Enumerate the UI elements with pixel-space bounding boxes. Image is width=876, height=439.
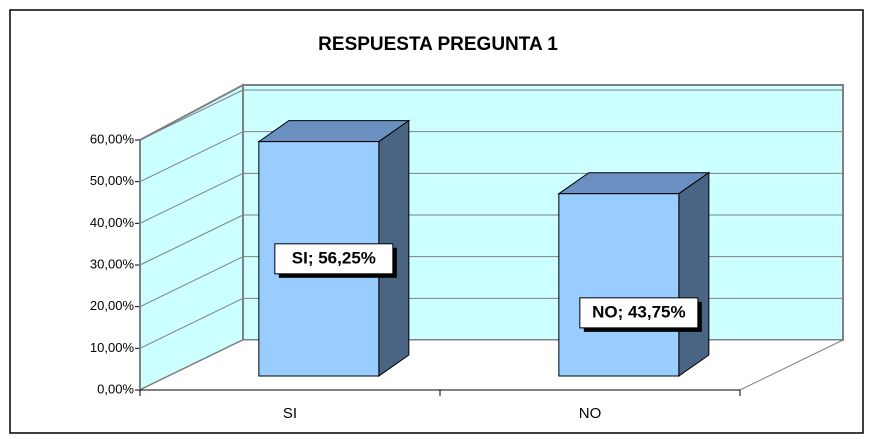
- x-tick-label: SI: [283, 405, 297, 422]
- grid-line: [139, 297, 244, 349]
- grid-line: [139, 256, 244, 308]
- x-tick-label: NO: [579, 405, 602, 422]
- grid-line: [139, 214, 244, 266]
- floor: [139, 339, 844, 391]
- grid-line: [139, 131, 244, 183]
- bar-side: [678, 171, 710, 377]
- data-label-box: [579, 297, 699, 329]
- walls: [139, 83, 844, 392]
- bar: [558, 193, 680, 377]
- data-label: NO; 43,75%: [592, 302, 686, 321]
- y-tick-label: 50,00%: [90, 173, 135, 188]
- y-tick-label: 40,00%: [90, 215, 135, 230]
- y-tick-label: 60,00%: [90, 131, 135, 146]
- y-tick-label: 30,00%: [90, 256, 135, 271]
- data-label: SI; 56,25%: [292, 248, 376, 267]
- data-label-box: [274, 243, 394, 275]
- side-wall: [139, 83, 244, 392]
- chart-title: RESPUESTA PREGUNTA 1: [318, 34, 558, 55]
- grid-line: [139, 172, 244, 224]
- y-tick-label: 0,00%: [97, 381, 134, 396]
- y-tick-label: 20,00%: [90, 298, 135, 313]
- y-tick-label: 10,00%: [90, 340, 135, 355]
- grid-line: [139, 89, 244, 141]
